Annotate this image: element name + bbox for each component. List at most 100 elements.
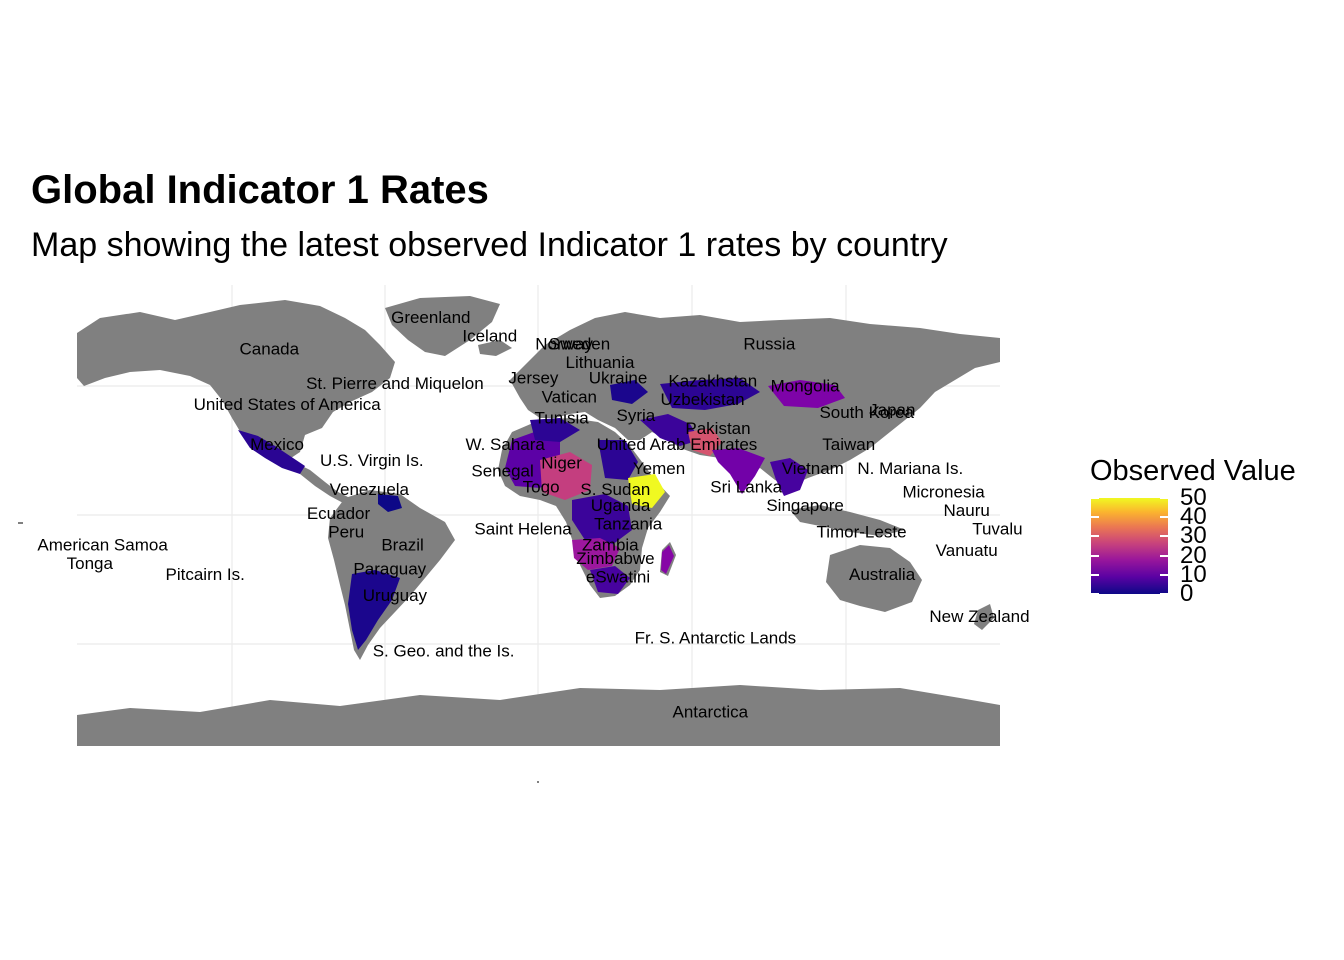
legend-tick-label: 20 — [1180, 541, 1207, 569]
country-label: Tanzania — [594, 514, 663, 533]
country-label: United Arab Emirates — [597, 435, 758, 454]
legend-tick-mark — [1091, 593, 1099, 595]
country-label: Mongolia — [771, 377, 841, 396]
country-label: New Zealand — [929, 607, 1029, 626]
country-label: Ukraine — [589, 369, 648, 388]
country-label: Lithuania — [565, 353, 635, 372]
legend-tick-mark — [1160, 573, 1168, 576]
country-mongolia — [768, 380, 845, 408]
country-sudan — [598, 440, 638, 480]
country-label: Sri Lanka — [710, 477, 782, 496]
country-label: Togo — [523, 477, 560, 496]
legend-tick-mark — [1091, 554, 1099, 557]
country-yemen — [628, 474, 665, 508]
land-new-zealand — [974, 604, 994, 630]
country-label: Brazil — [381, 536, 424, 555]
country-southern-africa — [590, 566, 630, 594]
legend-title: Observed Value — [1090, 455, 1296, 487]
legend-tick-mark — [1091, 497, 1099, 499]
country-label: Vietnam — [782, 459, 844, 478]
country-kazakhstan — [660, 378, 760, 410]
land-australia — [826, 545, 922, 612]
country-label: Taiwan — [822, 435, 875, 454]
land-eurasia — [510, 312, 1000, 490]
land-north-america — [77, 300, 395, 462]
country-label: Pakistan — [685, 419, 750, 438]
country-label: Yemen — [633, 459, 685, 478]
country-central-africa — [572, 494, 632, 545]
country-label: Kazakhstan — [668, 371, 757, 390]
land-sea-islands — [790, 505, 905, 536]
legend-tick-mark — [1091, 573, 1099, 576]
country-label: Timor-Leste — [816, 522, 906, 541]
land-japan — [868, 398, 895, 425]
country-label: N. Mariana Is. — [857, 459, 963, 478]
country-south-america-south — [348, 570, 400, 650]
country-niger — [540, 452, 592, 500]
country-label: Japan — [869, 401, 915, 420]
country-venezuela — [378, 494, 402, 512]
land-iceland — [478, 340, 512, 356]
country-label: American Samoa — [37, 536, 168, 555]
observed-countries — [238, 378, 845, 650]
country-label: Antarctica — [673, 703, 749, 722]
country-label: Tuvalu — [972, 520, 1022, 539]
country-north-africa — [530, 418, 580, 442]
country-label: Sweden — [549, 334, 610, 353]
country-label: St. Pierre and Miquelon — [306, 374, 484, 393]
legend-colorbar — [1091, 498, 1168, 594]
country-label: South Korea — [819, 403, 914, 422]
country-ukraine — [610, 380, 648, 404]
country-middle-east — [640, 414, 700, 446]
country-label: Uzbekistan — [661, 390, 745, 409]
country-label: Russia — [743, 334, 796, 353]
country-label: Uruguay — [363, 586, 428, 605]
country-label: Uganda — [591, 496, 651, 515]
country-label: W. Sahara — [466, 435, 546, 454]
country-label: Peru — [328, 522, 364, 541]
country-label: Norway — [535, 334, 593, 353]
legend-tick-mark — [1160, 516, 1168, 519]
country-label: Tonga — [67, 554, 114, 573]
country-label: Iceland — [462, 326, 517, 345]
legend-tick-mark — [1091, 516, 1099, 519]
country-label: Greenland — [391, 308, 470, 327]
legend-tick-mark — [1091, 535, 1099, 538]
country-label: Venezuela — [330, 480, 410, 499]
land-central-america — [290, 460, 350, 504]
country-label: Tunisia — [535, 409, 590, 428]
map-title: Global Indicator 1 Rates — [31, 168, 489, 212]
country-label: Australia — [849, 565, 916, 584]
country-label: Zimbabwe — [576, 549, 654, 568]
legend-tick-label: 10 — [1180, 560, 1207, 588]
country-label: United States of America — [194, 395, 382, 414]
legend-tick-label: 0 — [1180, 580, 1194, 607]
country-zambia — [572, 538, 620, 570]
country-label: Saint Helena — [474, 520, 572, 539]
country-southeast-asia — [770, 458, 808, 496]
legend-tick-mark — [1160, 535, 1168, 538]
country-label: Micronesia — [902, 483, 985, 502]
stray-marks — [18, 522, 539, 783]
legend-tick-mark — [1160, 554, 1168, 557]
country-label: Canada — [240, 340, 300, 359]
country-label: Syria — [617, 406, 656, 425]
country-label: Paraguay — [353, 560, 426, 579]
land-antarctica — [77, 685, 1000, 746]
country-label: eSwatini — [586, 567, 650, 586]
country-label: Pitcairn Is. — [166, 565, 245, 584]
map-subtitle: Map showing the latest observed Indicato… — [31, 226, 948, 264]
country-label: Nauru — [944, 501, 990, 520]
legend-tick-mark — [1160, 497, 1168, 499]
country-label: U.S. Virgin Is. — [320, 451, 424, 470]
country-label: Jersey — [508, 369, 559, 388]
legend-tick-label: 50 — [1180, 484, 1207, 511]
country-label: Vatican — [542, 387, 597, 406]
legend-tick-mark — [1160, 593, 1168, 595]
country-label: Mexico — [250, 435, 304, 454]
country-label: Vanuatu — [936, 541, 998, 560]
country-label: Ecuador — [307, 504, 371, 523]
legend-tick-label: 40 — [1180, 503, 1207, 531]
